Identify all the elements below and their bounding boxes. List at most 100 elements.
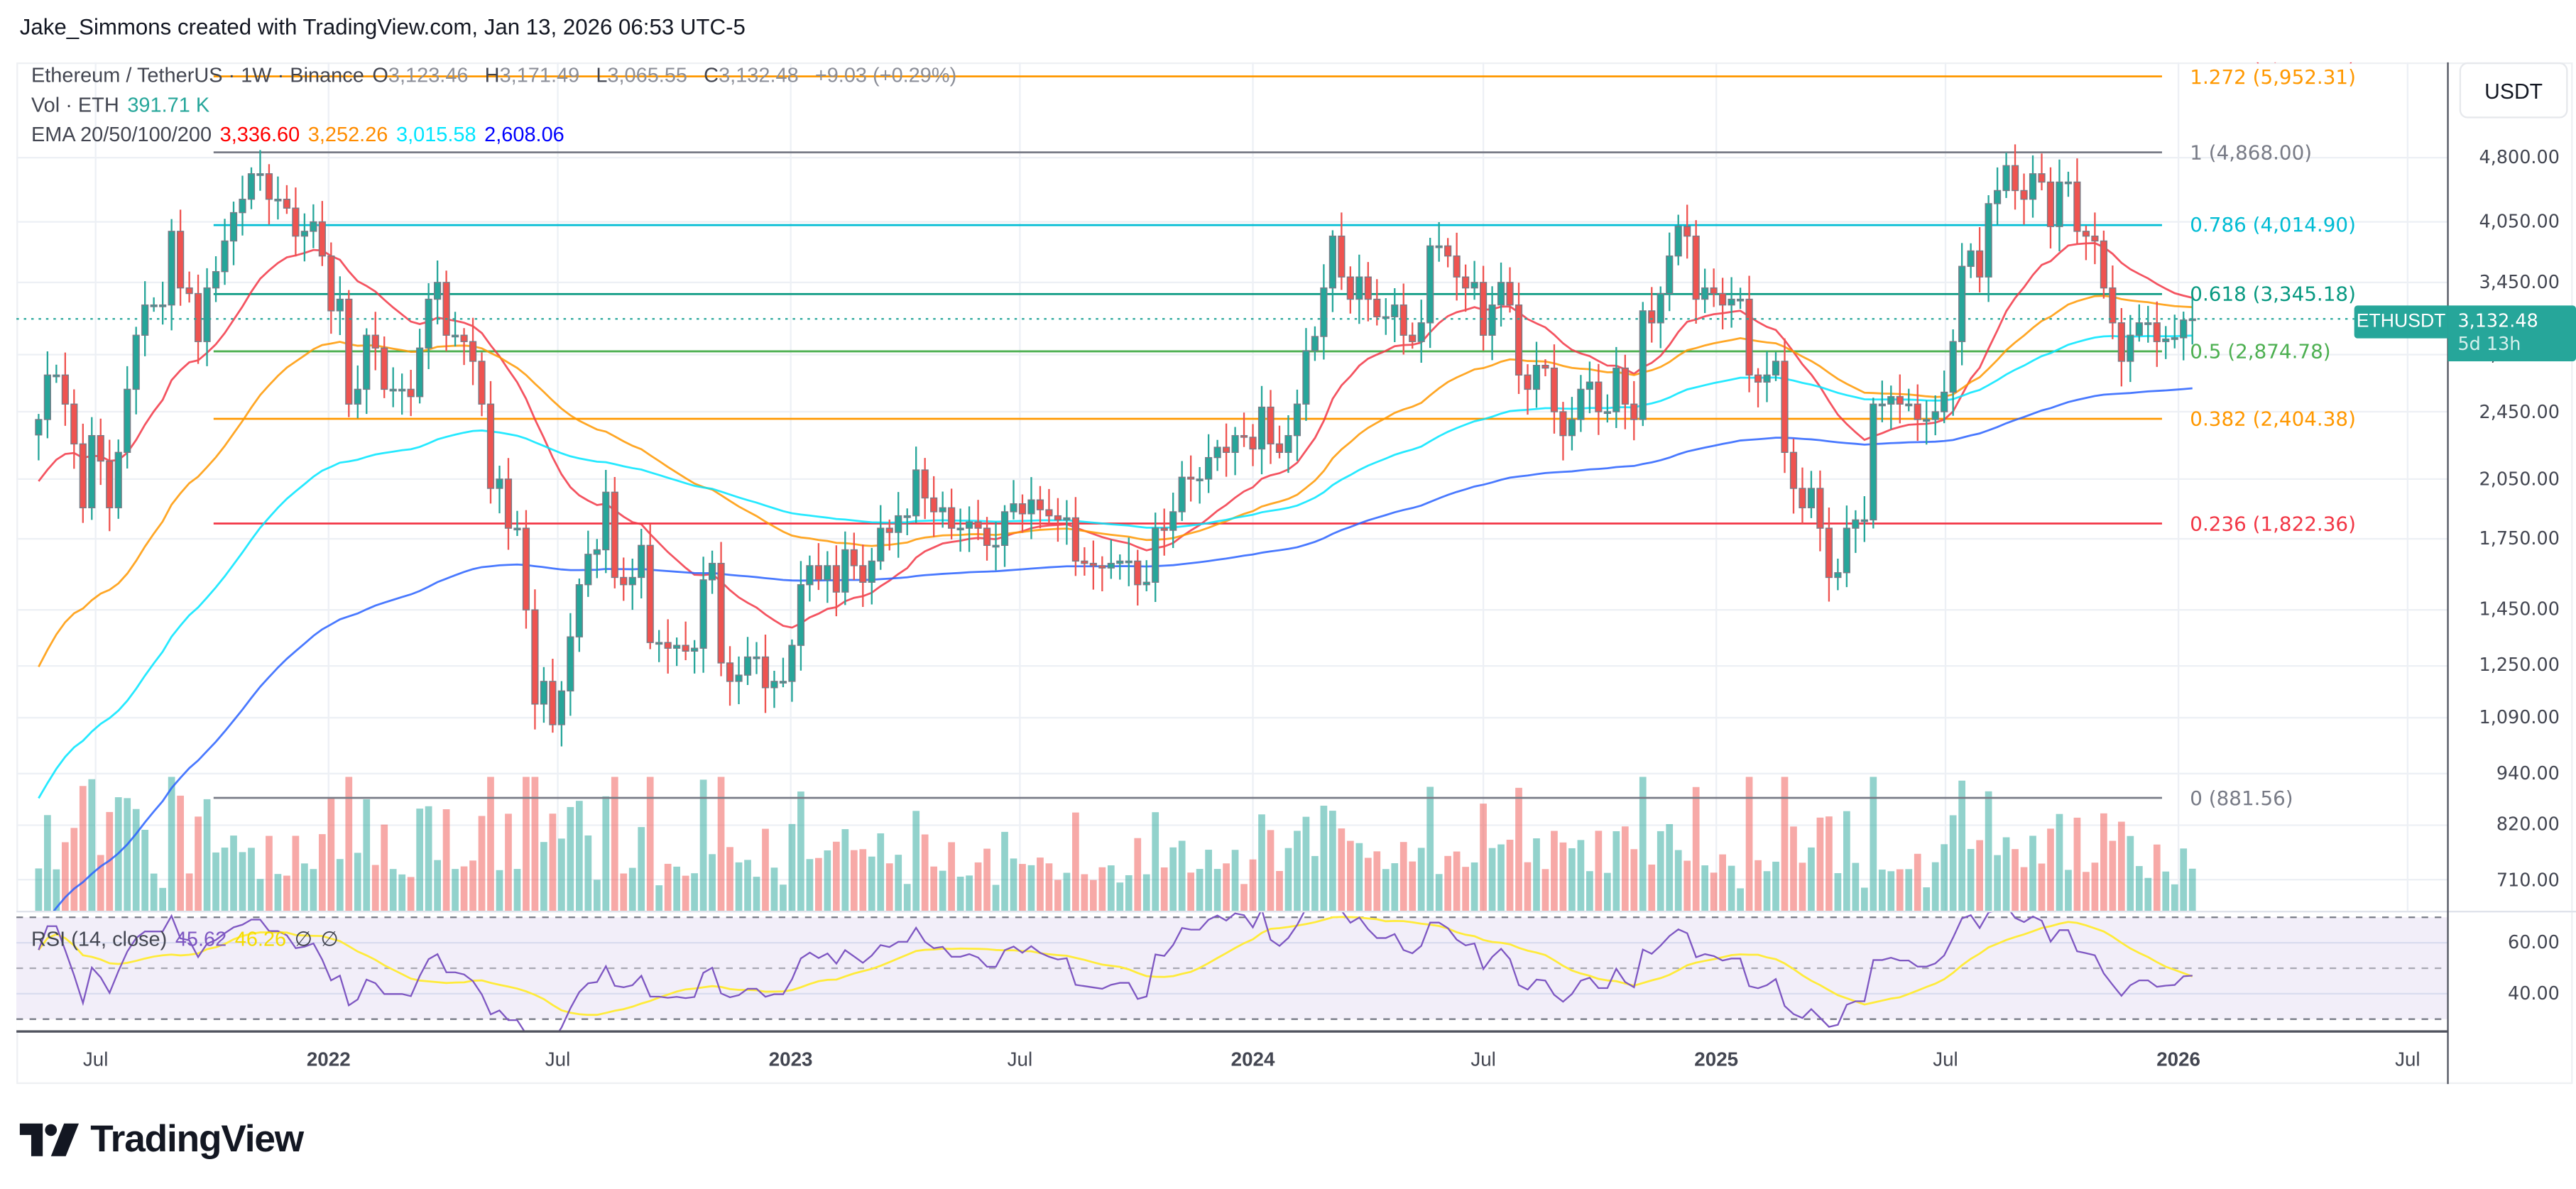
candle-body <box>1081 560 1088 564</box>
volume-bar <box>1586 871 1593 912</box>
volume-bar <box>70 828 78 912</box>
volume-bar <box>221 848 229 912</box>
candle-body <box>1559 411 1567 437</box>
volume-bar <box>1072 812 1079 912</box>
price-tick: 2,050.00 <box>2479 468 2560 490</box>
candle-body <box>345 298 353 405</box>
bar-countdown: 5d 13h <box>2457 333 2521 355</box>
rsi-label[interactable]: RSI (14, close) <box>31 928 168 951</box>
fib-label: 0.786 (4,014.90) <box>2190 213 2356 237</box>
volume-bar <box>1976 840 1983 912</box>
volume-bar <box>1037 857 1044 912</box>
volume-bar <box>1294 831 1301 912</box>
candle-body <box>593 549 601 555</box>
volume-bar <box>266 835 273 912</box>
volume-bar <box>832 841 840 912</box>
volume-bar <box>1311 855 1319 912</box>
candle-body <box>1134 560 1142 586</box>
candle-body <box>1098 565 1106 569</box>
volume-bar <box>416 809 424 912</box>
candle-body <box>1719 292 1727 306</box>
candle-body <box>327 255 335 312</box>
volume-bar <box>1240 884 1248 912</box>
candle-body <box>540 681 548 705</box>
candle-body <box>1595 381 1603 412</box>
price-tick: 1,750.00 <box>2479 528 2560 550</box>
volume-bar <box>230 835 237 912</box>
volume-bar <box>628 867 636 912</box>
candle-body <box>646 544 654 643</box>
candle-body <box>628 576 636 586</box>
candle-body <box>992 544 1000 548</box>
candle-body <box>1284 434 1292 453</box>
candle-body <box>1417 322 1425 342</box>
candle-body <box>229 212 238 242</box>
volume-bar <box>381 824 388 912</box>
candle-body <box>965 521 973 529</box>
volume-bar <box>1488 848 1496 912</box>
candle-body <box>2011 165 2019 192</box>
volume-bar <box>575 801 583 912</box>
candle-body <box>1275 443 1284 453</box>
volume-bar <box>496 870 503 912</box>
candle-body <box>2144 322 2152 325</box>
volume-bar <box>691 873 698 912</box>
volume-bar <box>1506 839 1514 912</box>
candle-body <box>1799 488 1806 509</box>
candle-body <box>451 334 459 338</box>
symbol-title[interactable]: Ethereum / TetherUS · 1W · Binance <box>31 64 364 87</box>
volume-bar <box>770 867 778 912</box>
price-tick: 1,450.00 <box>2479 599 2560 621</box>
volume-bar <box>1160 867 1168 912</box>
volume-bar <box>1772 861 1779 912</box>
candle-body <box>779 681 787 684</box>
volume-bar <box>1480 804 1487 912</box>
time-tick: Jul <box>545 1048 571 1071</box>
candle-body <box>1338 235 1346 278</box>
volume-bar <box>1134 838 1142 912</box>
candle-body <box>1000 511 1009 546</box>
candle-body <box>159 304 167 307</box>
volume-bar <box>1152 812 1159 912</box>
volume-bar <box>2012 849 2019 912</box>
candle-body <box>620 576 628 586</box>
candle-body <box>1240 434 1248 438</box>
volume-bar <box>1116 882 1124 912</box>
volume-bar <box>523 777 530 912</box>
ema200-value: 2,608.06 <box>484 123 564 146</box>
candle-body <box>486 403 495 489</box>
volume-bar <box>1949 815 1957 912</box>
candle-body <box>381 347 388 390</box>
volume-label[interactable]: Vol · ETH <box>31 93 119 117</box>
volume-bar <box>850 850 858 912</box>
volume-bar <box>593 880 601 912</box>
candle-body <box>300 231 308 237</box>
volume-bar <box>1045 863 1053 912</box>
currency-button[interactable]: USDT <box>2459 62 2568 119</box>
volume-bar <box>203 799 211 912</box>
volume-bar <box>1276 871 1283 912</box>
candle-body <box>1027 499 1035 515</box>
volume-bar <box>1081 874 1088 912</box>
volume-bar <box>983 848 990 912</box>
candle-body <box>1789 451 1798 489</box>
candle-body <box>1364 276 1372 300</box>
candle-body <box>336 298 344 312</box>
volume-bar <box>2100 813 2107 912</box>
candle-body <box>363 334 371 390</box>
volume-bar <box>1931 862 1939 912</box>
volume-bar <box>567 806 574 912</box>
volume-bar <box>558 838 565 912</box>
ema50-line <box>38 295 2193 668</box>
candle-body <box>1196 478 1204 481</box>
tradingview-logo[interactable]: TradingView <box>19 1117 304 1161</box>
candle-body <box>2046 181 2055 227</box>
volume-bar <box>1063 872 1071 912</box>
rsi-value: 45.62 <box>175 928 227 951</box>
ema-label[interactable]: EMA 20/50/100/200 <box>31 123 212 146</box>
time-tick: Jul <box>1933 1048 1958 1071</box>
tradingview-wordmark: TradingView <box>90 1117 304 1160</box>
volume-bar <box>407 877 415 912</box>
candle-body <box>2171 337 2178 340</box>
